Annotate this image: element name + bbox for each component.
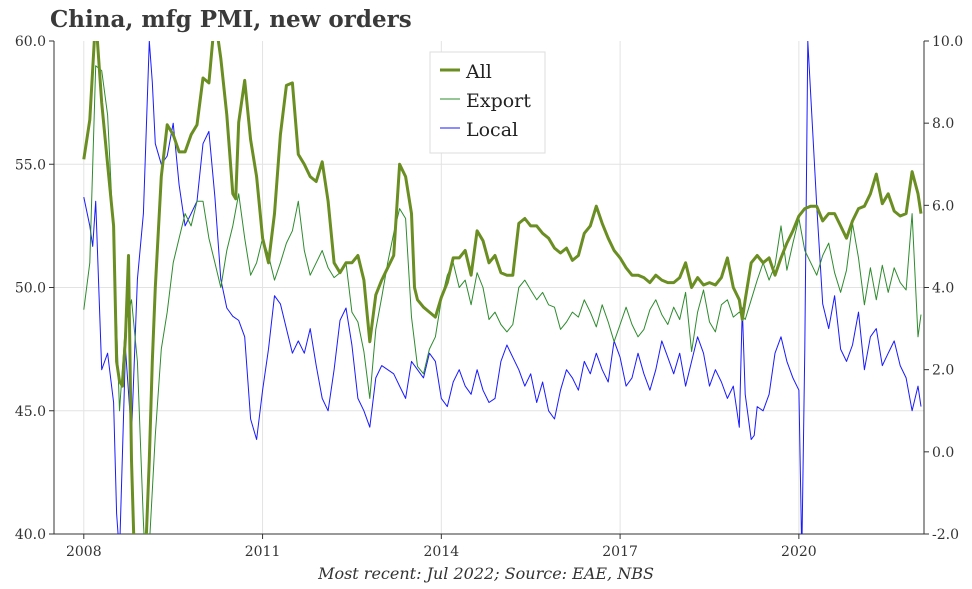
right-tick-label: 8.0 [932, 116, 954, 132]
left-tick-label: 55.0 [15, 157, 46, 173]
left-tick-label: 45.0 [15, 404, 46, 420]
series-lines [82, 41, 923, 534]
source-note: Most recent: Jul 2022; Source: EAE, NBS [318, 564, 654, 583]
x-tick-label: 2017 [602, 544, 638, 560]
left-axis-ticks: 40.0 45.0 50.0 55.0 60.0 [15, 34, 54, 543]
right-tick-label: 6.0 [932, 198, 954, 214]
legend-label-local: Local [466, 119, 518, 141]
series-line-export [83, 65, 922, 534]
right-tick-label: 4.0 [932, 281, 954, 297]
left-tick-label: 60.0 [15, 34, 46, 50]
x-axis-ticks: 2008 2011 2014 2017 2020 [66, 534, 817, 560]
legend-label-export: Export [466, 90, 531, 112]
series-line-local [83, 41, 922, 534]
right-tick-label: -2.0 [932, 527, 959, 543]
chart-title: China, mfg PMI, new orders [50, 6, 412, 33]
x-tick-label: 2011 [245, 544, 281, 560]
right-tick-label: 10.0 [932, 34, 963, 50]
x-tick-label: 2020 [781, 544, 817, 560]
chart: 2008 2011 2014 2017 2020 40.0 45.0 50.0 55.0 60.… [15, 34, 963, 560]
right-tick-label: 2.0 [932, 363, 954, 379]
series-line-all [82, 41, 923, 534]
legend: All Export Local [429, 51, 546, 154]
left-tick-label: 50.0 [15, 281, 46, 297]
left-tick-label: 40.0 [15, 527, 46, 543]
x-tick-label: 2014 [424, 544, 460, 560]
right-tick-label: 0.0 [932, 445, 954, 461]
right-axis-ticks: -2.0 0.0 2.0 4.0 6.0 8.0 10.0 [924, 34, 963, 543]
legend-label-all: All [465, 61, 492, 83]
x-tick-label: 2008 [66, 544, 102, 560]
